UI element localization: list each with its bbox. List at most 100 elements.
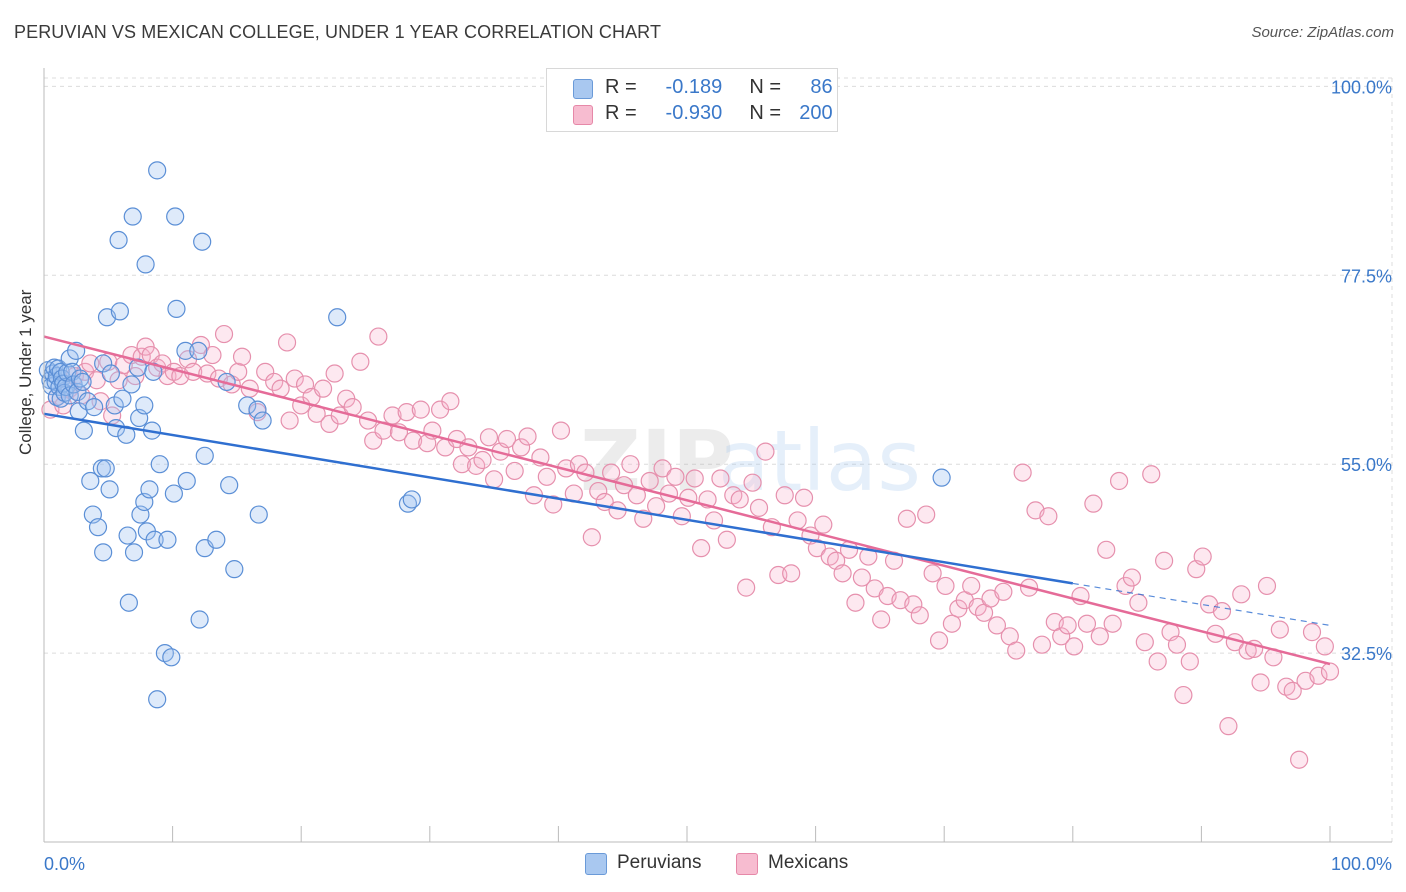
- mexican-point: [479, 428, 499, 447]
- mexican-point: [1052, 627, 1071, 646]
- peruvian-point: [158, 530, 177, 549]
- mexican-point: [994, 582, 1013, 601]
- mexicans-swatch: [573, 105, 593, 125]
- mexican-point: [1013, 463, 1032, 482]
- peruvian-point: [110, 302, 129, 321]
- mexican-point: [692, 539, 711, 558]
- mexican-point: [872, 610, 891, 629]
- peruvian-point: [190, 610, 209, 629]
- mexican-point: [1257, 576, 1277, 596]
- mexican-point: [621, 455, 640, 474]
- mexican-point: [647, 497, 666, 516]
- mexican-point: [904, 595, 923, 614]
- r-value-peruvians: -0.189: [665, 76, 723, 98]
- mexican-point: [1064, 637, 1084, 656]
- peruvian-point: [193, 232, 212, 251]
- mexican-trend-line: [43, 335, 1331, 666]
- mexican-point: [852, 568, 871, 587]
- mexican-point: [397, 403, 416, 422]
- r-value-mexicans: -0.930: [665, 102, 723, 124]
- peruvian-point: [207, 530, 226, 549]
- y-axis-label: College, Under 1 year: [16, 289, 35, 455]
- mexican-point: [537, 467, 556, 486]
- mexican-point: [936, 576, 955, 596]
- peruvian-point: [148, 690, 167, 709]
- correlation-legend: R = -0.189 N = 86 R = -0.930 N = 200: [546, 68, 838, 132]
- mexican-point: [672, 507, 691, 526]
- peruvian-point: [150, 455, 169, 474]
- peruvian-point: [140, 480, 159, 499]
- mexican-point: [582, 528, 601, 547]
- r-label: R =: [605, 102, 637, 124]
- peruvian-point: [932, 468, 951, 487]
- peruvian-point: [74, 421, 93, 440]
- peruvian-point: [94, 543, 113, 562]
- peruvian-point: [166, 207, 185, 226]
- mexican-point: [640, 471, 659, 491]
- mexican-point: [1142, 465, 1161, 484]
- peruvian-point: [176, 341, 195, 360]
- peruvian-point: [164, 484, 183, 503]
- mexican-point: [1109, 471, 1129, 491]
- peruvian-point: [92, 459, 111, 478]
- mexican-point: [1320, 662, 1340, 681]
- mexican-point: [265, 372, 284, 392]
- series-legend: Peruvians Mexicans: [0, 852, 1406, 878]
- r-label: R =: [605, 76, 637, 98]
- mexican-point: [1315, 637, 1334, 656]
- peruvian-point: [253, 411, 272, 430]
- y-tick-label: 55.0%: [1341, 455, 1392, 475]
- peruvian-point: [68, 382, 87, 402]
- mexican-point: [962, 576, 981, 596]
- peruvian-point: [123, 207, 142, 226]
- mexicans-legend-label: Mexicans: [768, 852, 849, 873]
- peruvian-point: [328, 308, 347, 327]
- mexican-point: [280, 411, 299, 430]
- x-tick-label-min: 0.0%: [44, 854, 85, 874]
- mexican-point: [917, 505, 936, 524]
- mexican-point: [1270, 620, 1289, 639]
- mexican-point: [1077, 614, 1097, 633]
- mexican-point: [1180, 652, 1199, 671]
- mexican-point: [794, 488, 814, 507]
- peruvian-trend-line: [43, 412, 1074, 585]
- peruvian-point: [148, 161, 167, 180]
- mexican-point: [1193, 547, 1212, 566]
- peruvian-point: [73, 372, 92, 392]
- n-value-mexicans: 200: [799, 102, 833, 124]
- mexican-point: [923, 564, 942, 583]
- mexican-point: [505, 461, 524, 481]
- mexican-point: [1174, 685, 1193, 705]
- mexican-point: [285, 369, 304, 388]
- peruvian-point: [220, 476, 239, 495]
- mexican-point: [277, 333, 297, 352]
- mexican-point: [942, 614, 962, 633]
- mexican-point: [833, 564, 852, 583]
- mexican-point: [1097, 540, 1116, 559]
- mexican-point: [232, 347, 252, 366]
- mexican-point: [711, 469, 730, 488]
- mexicans-legend-swatch: [736, 853, 758, 875]
- mexican-point: [775, 486, 794, 505]
- mexican-point: [1129, 593, 1148, 612]
- peruvian-point: [248, 400, 267, 419]
- peruvian-point: [94, 354, 113, 373]
- mexican-point: [653, 459, 672, 478]
- mexican-point: [1290, 750, 1309, 769]
- mexican-point: [730, 490, 749, 509]
- mexican-point: [369, 327, 388, 346]
- mexican-point: [512, 438, 531, 457]
- mexican-point: [987, 616, 1007, 635]
- mexican-point: [859, 547, 878, 566]
- peruvian-point: [167, 299, 186, 318]
- peruvians-legend-swatch: [585, 853, 607, 875]
- mexican-point: [1302, 623, 1322, 642]
- mexican-point: [1167, 635, 1187, 654]
- mexican-point: [666, 467, 685, 486]
- mexican-point: [679, 488, 698, 507]
- mexican-point: [313, 379, 333, 398]
- mexican-point: [1251, 673, 1270, 692]
- mexican-point: [1232, 585, 1251, 604]
- peruvian-point: [162, 648, 181, 667]
